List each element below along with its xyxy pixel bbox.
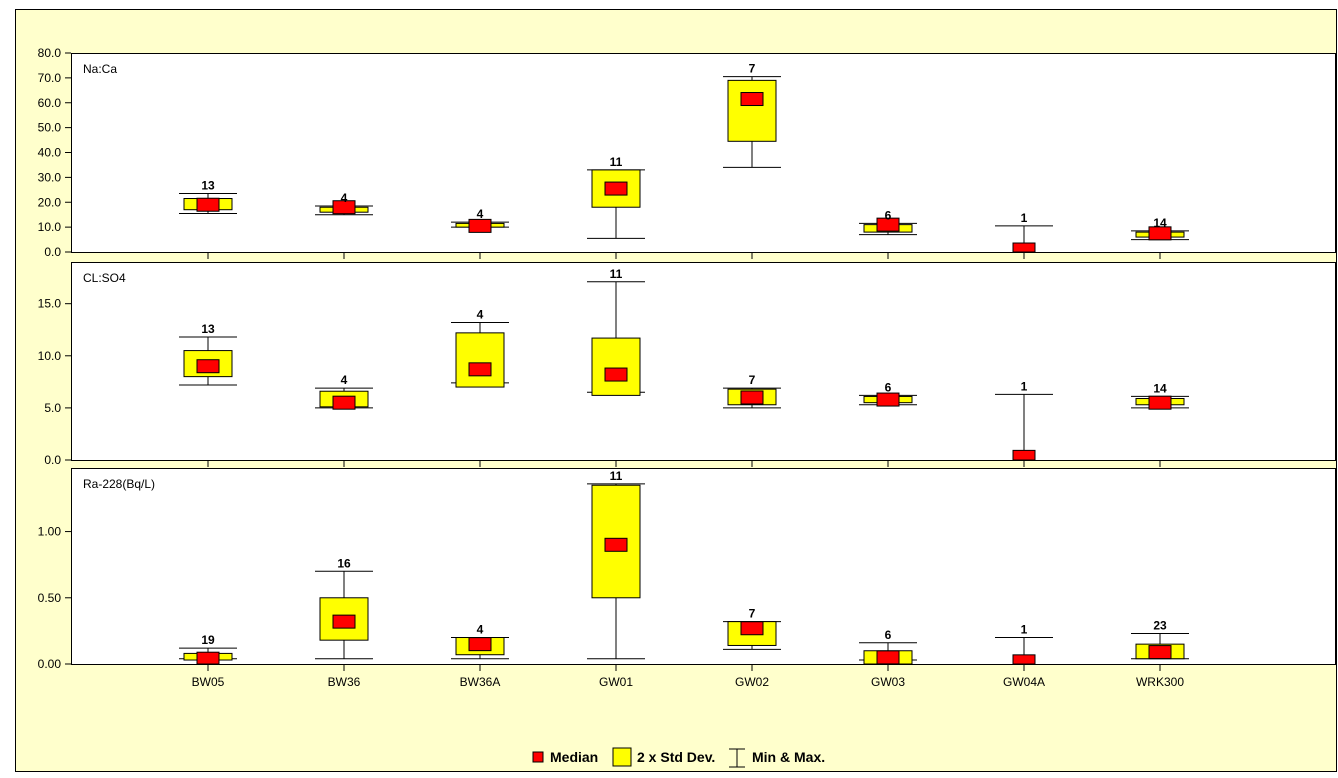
count-label: 19 (201, 633, 215, 647)
count-label: 6 (885, 208, 892, 222)
y-tick-label: 40.0 (38, 146, 62, 160)
median-marker (604, 181, 628, 196)
count-label: 16 (337, 556, 351, 570)
count-label: 7 (749, 607, 756, 621)
median-marker (1148, 395, 1172, 410)
legend-median-label: Median (550, 749, 598, 765)
x-category-label: GW02 (735, 675, 769, 689)
median-marker (740, 390, 764, 405)
y-tick-label: 0.0 (44, 245, 61, 259)
y-tick-label: 20.0 (38, 195, 62, 209)
plot-area (71, 468, 1336, 665)
y-tick-label: 80.0 (38, 46, 62, 60)
x-category-label: BW05 (192, 675, 225, 689)
median-marker (1148, 645, 1172, 660)
median-marker (196, 359, 220, 374)
median-marker (1148, 226, 1172, 241)
count-label: 1 (1021, 623, 1028, 637)
count-label: 6 (885, 628, 892, 642)
y-tick-label: 10.0 (38, 349, 62, 363)
count-label: 7 (749, 373, 756, 387)
panel-title: Na:Ca (83, 62, 117, 76)
median-marker (876, 392, 900, 407)
median-marker (468, 218, 492, 233)
count-label: 11 (610, 155, 623, 169)
y-tick-label: 5.0 (44, 401, 61, 415)
y-tick-label: 70.0 (38, 71, 62, 85)
count-label: 14 (1153, 216, 1167, 230)
x-category-label: BW36A (460, 675, 501, 689)
std-dev-box (455, 332, 505, 388)
legend-minmax-label: Min & Max. (752, 749, 825, 765)
x-category-label: GW01 (599, 675, 633, 689)
y-tick-label: 15.0 (38, 297, 62, 311)
median-marker (740, 92, 764, 107)
median-marker (876, 217, 900, 232)
x-category-label: GW03 (871, 675, 905, 689)
x-category-label: GW04A (1003, 675, 1045, 689)
count-label: 23 (1153, 619, 1167, 633)
count-label: 13 (201, 179, 215, 193)
median-marker (332, 200, 356, 215)
count-label: 7 (749, 62, 756, 76)
std-dev-box (591, 337, 641, 396)
y-tick-label: 0.00 (38, 657, 62, 671)
x-category-label: BW36 (328, 675, 361, 689)
count-label: 1 (1021, 379, 1028, 393)
legend-std-swatch (612, 747, 632, 767)
y-tick-label: 30.0 (38, 170, 62, 184)
y-tick-label: 50.0 (38, 121, 62, 135)
count-label: 4 (341, 373, 348, 387)
count-label: 1 (1021, 211, 1028, 225)
count-label: 4 (477, 307, 484, 321)
median-marker (332, 395, 356, 410)
y-tick-label: 0.0 (44, 453, 61, 467)
y-tick-label: 10.0 (38, 220, 62, 234)
median-marker (604, 537, 628, 552)
median-marker (468, 362, 492, 377)
median-marker (740, 621, 764, 636)
count-label: 11 (610, 267, 623, 281)
median-marker (196, 197, 220, 212)
count-label: 11 (610, 469, 623, 483)
count-label: 14 (1153, 381, 1167, 395)
median-marker (468, 637, 492, 652)
median-marker (196, 651, 220, 665)
median-marker (876, 650, 900, 665)
median-marker (1012, 654, 1036, 665)
median-marker (332, 614, 356, 629)
legend-std-label: 2 x Std Dev. (637, 749, 715, 765)
median-marker (1012, 242, 1036, 253)
panel-title: Ra-228(Bq/L) (83, 477, 155, 491)
y-tick-label: 60.0 (38, 96, 62, 110)
count-label: 4 (477, 207, 484, 221)
y-tick-label: 1.00 (38, 525, 62, 539)
panel-title: CL:SO4 (83, 271, 126, 285)
count-label: 13 (201, 322, 215, 336)
x-category-label: WRK300 (1136, 675, 1184, 689)
median-marker (604, 367, 628, 382)
legend-median-swatch (532, 751, 544, 763)
y-tick-label: 0.50 (38, 591, 62, 605)
std-dev-box (727, 79, 777, 142)
count-label: 6 (885, 380, 892, 394)
median-marker (1012, 449, 1036, 461)
plot-area (71, 53, 1336, 253)
count-label: 4 (477, 623, 484, 637)
plot-area (71, 262, 1336, 461)
count-label: 4 (341, 191, 348, 205)
